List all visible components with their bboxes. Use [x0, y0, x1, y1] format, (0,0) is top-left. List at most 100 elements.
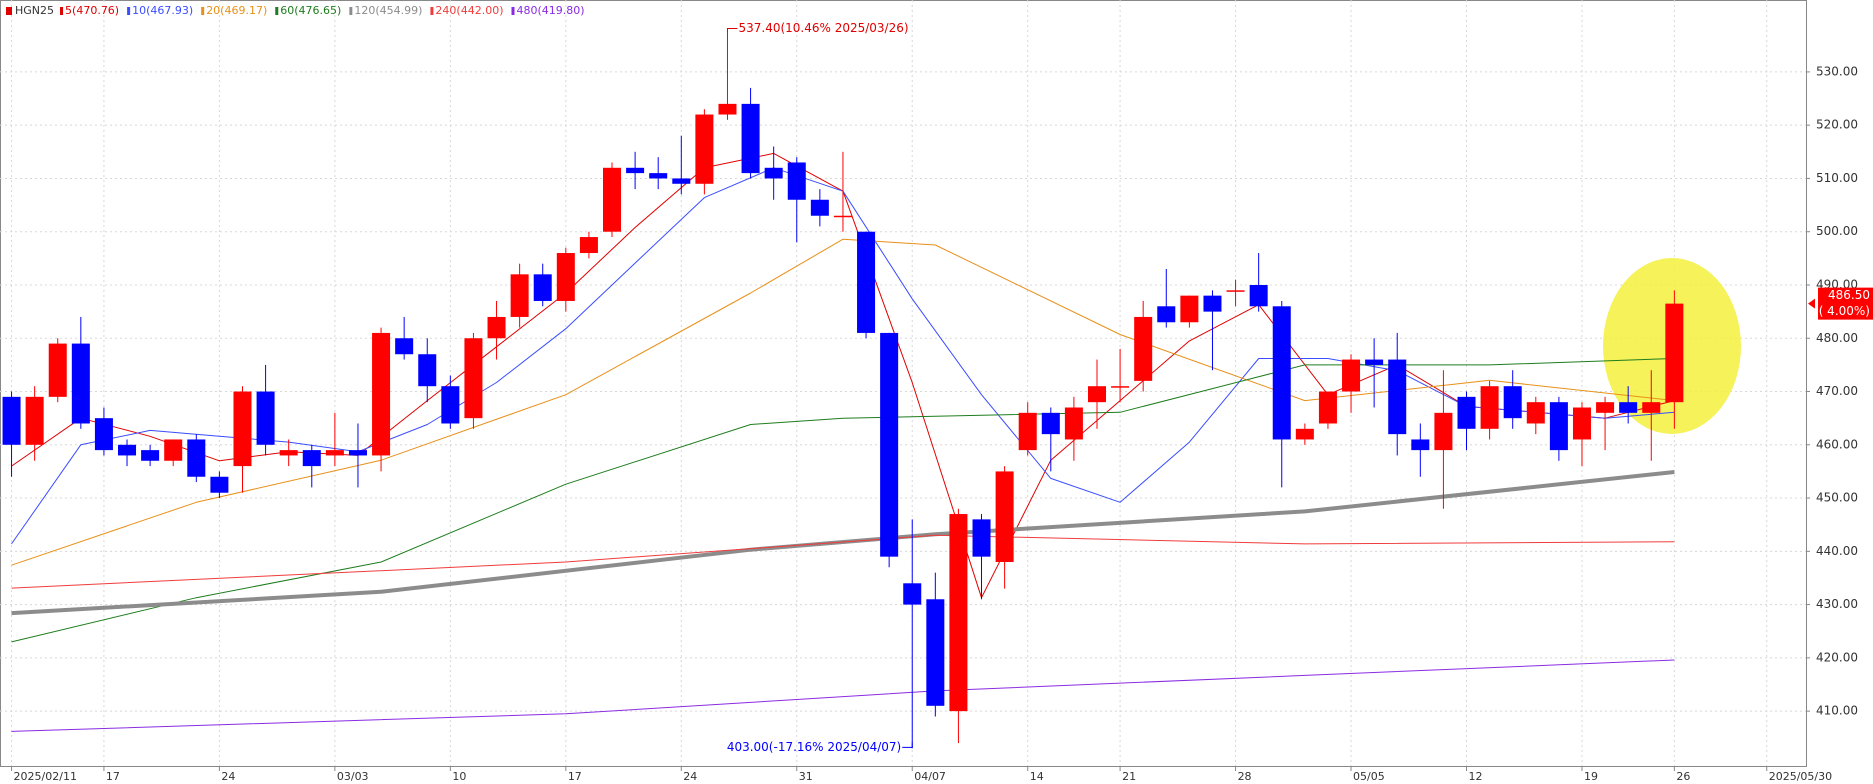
- candle-body: [1434, 412, 1453, 451]
- candle-body: [71, 343, 90, 424]
- candle-body: [579, 237, 598, 254]
- candle-body: [764, 167, 783, 179]
- candle-body: [118, 444, 137, 456]
- last-price-marker: [1808, 298, 1815, 309]
- candle-body: [210, 476, 229, 493]
- axes: 410.00 420.00 430.00 440.00 450.00 460.00 470.…: [11, 21, 1873, 783]
- candle-body: [1226, 290, 1245, 292]
- candle-body: [187, 439, 206, 477]
- candle-body: [395, 338, 414, 355]
- candle-body: [672, 178, 691, 184]
- x-tick-label: 14: [1030, 770, 1044, 783]
- candle-body: [164, 439, 183, 461]
- x-tick-label: 17: [106, 770, 120, 783]
- y-tick-label: 410.00: [1816, 704, 1858, 718]
- last-price: 486.50: [1828, 288, 1870, 302]
- legend-swatch: [60, 7, 64, 15]
- ma-line: [11, 238, 1675, 566]
- candle-body: [718, 103, 737, 115]
- candle-body: [418, 354, 437, 387]
- candle-body: [1157, 306, 1176, 323]
- annotation: 537.40(10.46% 2025/03/26): [738, 21, 908, 35]
- legend-swatch: [430, 7, 434, 15]
- candle-body: [1619, 402, 1638, 413]
- candle-body: [1503, 386, 1522, 419]
- last-price-box: [1818, 287, 1873, 320]
- candle-body: [2, 396, 21, 445]
- x-tick-label: 03/03: [337, 770, 369, 783]
- candle-body: [833, 215, 852, 218]
- candle-body: [556, 253, 575, 301]
- candle-body: [649, 173, 668, 179]
- candle-body: [233, 391, 252, 467]
- candle-body: [995, 471, 1014, 562]
- legend-entry: 20(469.17): [206, 4, 267, 17]
- y-tick-label: 420.00: [1816, 650, 1858, 664]
- x-tick-label: 17: [568, 770, 582, 783]
- candle-body: [810, 199, 829, 216]
- legend-swatch: [127, 7, 131, 15]
- y-tick-label: 450.00: [1816, 491, 1858, 505]
- candle-body: [464, 338, 483, 419]
- candle-body: [603, 167, 622, 232]
- x-tick-label: 28: [1238, 770, 1252, 783]
- candle-body: [533, 274, 552, 301]
- legend-swatch: [275, 7, 279, 15]
- candle-body: [302, 450, 321, 467]
- y-tick-label: 480.00: [1816, 331, 1858, 345]
- x-tick-label: 24: [683, 770, 697, 783]
- y-tick-label: 510.00: [1816, 171, 1858, 185]
- x-tick-label: 24: [221, 770, 235, 783]
- ma-line: [11, 534, 1675, 589]
- candle-body: [1318, 391, 1337, 424]
- candle-body: [626, 167, 645, 174]
- candle-body: [1457, 396, 1476, 429]
- annotation-leader: [902, 742, 913, 748]
- legend: HGN25 5(470.76) 10(467.93) 20(469.17) 60(476…: [6, 4, 585, 17]
- candle-body: [441, 386, 460, 424]
- candle-body: [1249, 284, 1268, 307]
- legend-icon: [6, 7, 12, 15]
- candle-body: [48, 343, 67, 397]
- y-tick-label: 440.00: [1816, 544, 1858, 558]
- candle-body: [1087, 386, 1107, 403]
- candle-body: [1365, 359, 1384, 365]
- x-tick-label: 12: [1469, 770, 1483, 783]
- legend-entry: 120(454.99): [354, 4, 422, 17]
- candle-body: [372, 332, 391, 456]
- candle-body: [695, 114, 714, 184]
- y-tick-label: 430.00: [1816, 597, 1858, 611]
- candle-body: [1203, 295, 1222, 312]
- candle-body: [1064, 407, 1083, 440]
- x-tick-label: 2025/05/30: [1769, 770, 1832, 783]
- candle-body: [857, 231, 876, 333]
- candle-body: [510, 274, 529, 317]
- candle-body: [1342, 359, 1361, 392]
- candle-body: [1572, 407, 1591, 440]
- legend-entry: 480(419.80): [517, 4, 585, 17]
- candle-body: [279, 450, 298, 456]
- candle-body: [1411, 439, 1430, 451]
- candle-body: [1642, 402, 1661, 413]
- candle-body: [487, 316, 506, 339]
- candle-body: [1526, 402, 1545, 424]
- candle-body: [880, 332, 899, 557]
- candle-body: [1388, 359, 1407, 435]
- candle-body: [787, 162, 806, 200]
- y-tick-label: 530.00: [1816, 64, 1858, 78]
- candle-body: [325, 450, 344, 456]
- legend-swatch: [201, 7, 205, 15]
- x-tick-label: 19: [1584, 770, 1598, 783]
- candle-body: [1180, 295, 1199, 323]
- x-tick-label: 26: [1676, 770, 1690, 783]
- x-tick-label: 21: [1122, 770, 1136, 783]
- candle-body: [1272, 306, 1291, 440]
- candle-body: [1596, 402, 1615, 413]
- candle-body: [1295, 428, 1314, 440]
- y-tick-label: 470.00: [1816, 384, 1858, 398]
- candle-body: [256, 391, 275, 445]
- candle-body: [1549, 402, 1568, 451]
- annotation: 403.00(-17.16% 2025/04/07): [727, 740, 901, 754]
